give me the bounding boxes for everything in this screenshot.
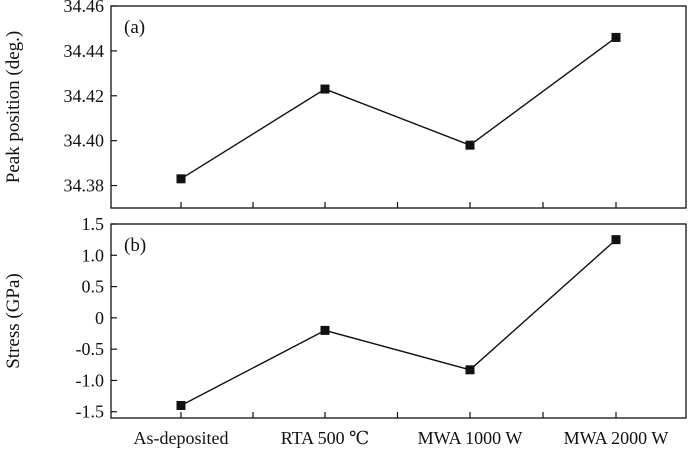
series-line xyxy=(180,239,617,407)
y-tick-label: 0.5 xyxy=(82,277,105,297)
y-axis-title: Stress (GPa) xyxy=(3,273,24,369)
plot-frame xyxy=(110,223,687,419)
data-point xyxy=(320,325,330,335)
data-point xyxy=(176,400,186,410)
plot-frame xyxy=(110,5,687,209)
panel-a: 34.38 34.40 34.42 34.44 34.46 (a) Peak positio… xyxy=(3,0,687,209)
y-tick-label: 34.40 xyxy=(64,131,105,151)
y-tick-label: 1.5 xyxy=(82,214,105,234)
data-point xyxy=(611,235,621,245)
panel-b: -1.5 -1.0 -0.5 0 0.5 1.0 1.5 (b) Stress (GPa) xyxy=(3,214,687,422)
y-tick-label: 34.42 xyxy=(64,86,105,106)
y-tick-label: 34.38 xyxy=(64,176,105,196)
y-tick-label: 34.44 xyxy=(64,41,105,61)
x-category-label: MWA 2000 W xyxy=(564,428,669,448)
y-tick-label: -1.5 xyxy=(76,402,105,422)
x-category-label: MWA 1000 W xyxy=(418,428,523,448)
y-tick-label: 34.46 xyxy=(64,0,105,16)
x-category-label: RTA 500 ℃ xyxy=(281,428,370,448)
panel-label: (a) xyxy=(124,17,145,38)
series-line xyxy=(180,36,617,180)
x-category-labels: As-deposited RTA 500 ℃ MWA 1000 W MWA 2000 … xyxy=(134,428,669,448)
y-axis-title: Peak position (deg.) xyxy=(3,31,24,184)
y-tick-label: 0 xyxy=(95,308,104,328)
data-point xyxy=(320,84,330,94)
data-point xyxy=(176,174,186,184)
y-tick-label: 1.0 xyxy=(82,245,105,265)
x-category-label: As-deposited xyxy=(134,428,229,448)
panel-label: (b) xyxy=(124,235,146,256)
y-tick-label: -0.5 xyxy=(76,339,105,359)
data-point xyxy=(465,365,475,375)
data-point xyxy=(611,32,621,42)
data-point xyxy=(465,140,475,150)
y-tick-label: -1.0 xyxy=(76,370,105,390)
